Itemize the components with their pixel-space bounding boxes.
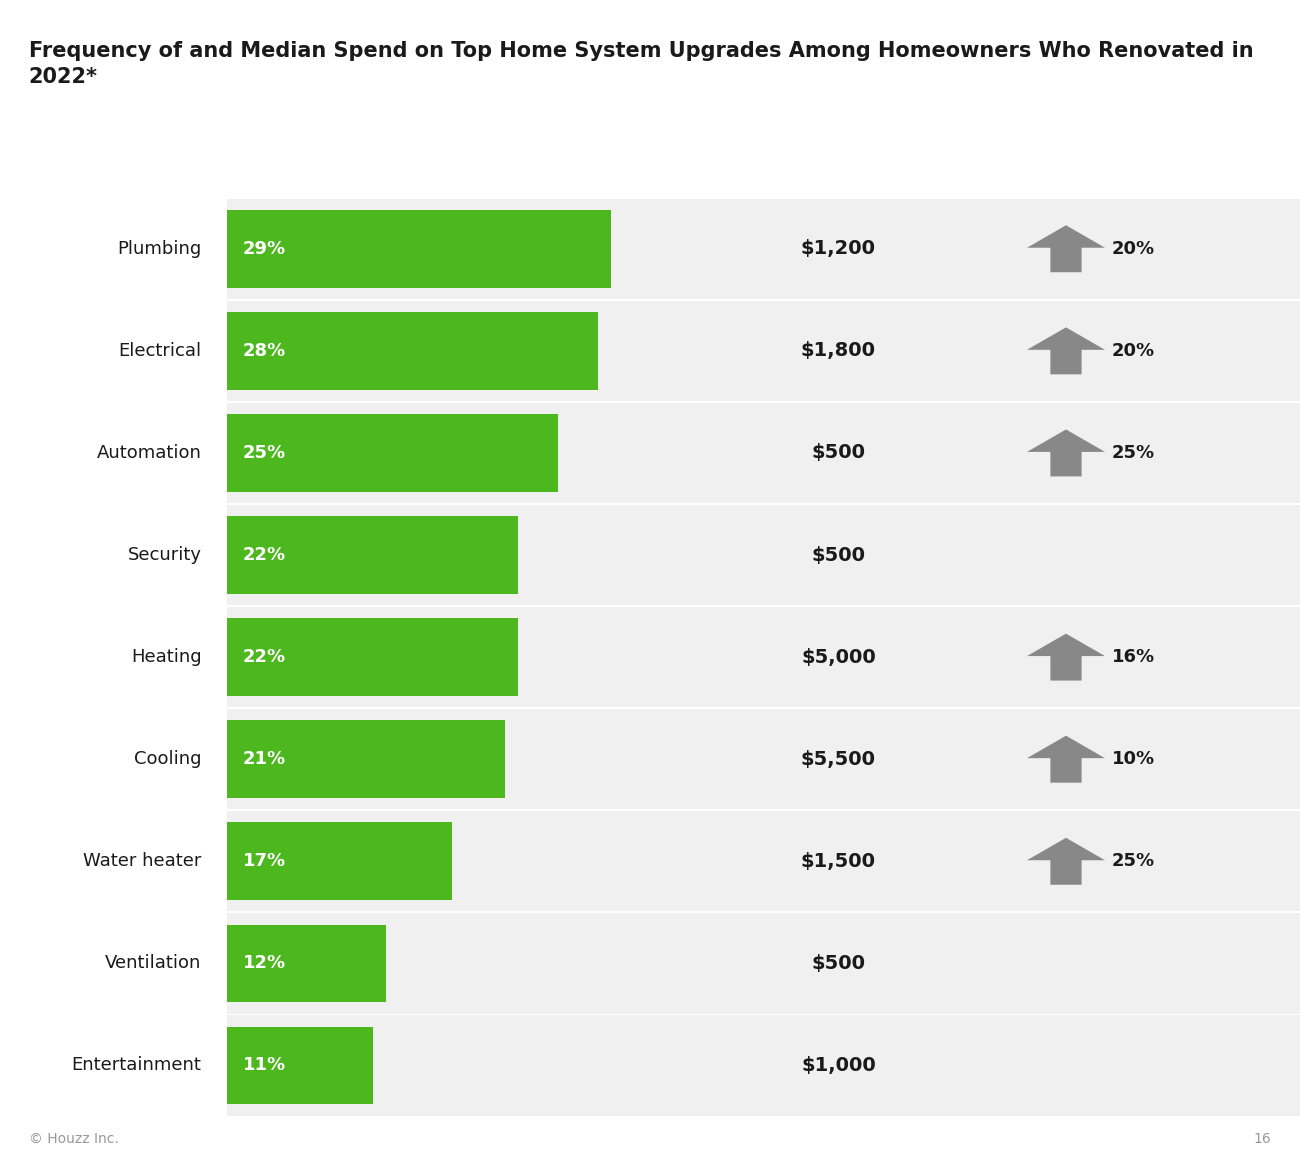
Text: Entertainment: Entertainment (72, 1056, 202, 1075)
Text: Automation: Automation (96, 444, 202, 462)
Polygon shape (1027, 634, 1105, 680)
Text: 25%: 25% (243, 444, 286, 462)
Bar (227, 811, 1300, 912)
Bar (227, 619, 519, 695)
Text: 28%: 28% (243, 342, 286, 359)
Text: 16%: 16% (1112, 648, 1154, 666)
Bar (227, 607, 1300, 707)
Text: $1,200: $1,200 (801, 240, 876, 258)
Text: 17%: 17% (243, 852, 286, 870)
Bar (227, 913, 1300, 1014)
Bar (227, 199, 1300, 299)
Text: Frequency of and Median Spend on Top Home System Upgrades Among Homeowners Who R: Frequency of and Median Spend on Top Hom… (29, 41, 1253, 60)
Text: Security: Security (127, 545, 202, 564)
Text: 21%: 21% (243, 750, 286, 769)
Bar (227, 300, 1300, 401)
Text: 16: 16 (1253, 1132, 1271, 1146)
Text: 22%: 22% (243, 545, 286, 564)
Text: © Houzz Inc.: © Houzz Inc. (29, 1132, 118, 1146)
Text: Cooling: Cooling (134, 750, 202, 769)
Polygon shape (1027, 327, 1105, 374)
Bar (227, 312, 598, 390)
Text: 12%: 12% (243, 955, 286, 972)
Bar (227, 516, 519, 594)
Text: $500: $500 (811, 443, 866, 463)
Text: $500: $500 (811, 545, 866, 564)
Text: $1,500: $1,500 (801, 851, 876, 871)
Text: 25%: 25% (1112, 852, 1154, 870)
Text: Water heater: Water heater (83, 852, 202, 870)
Text: Electrical: Electrical (118, 342, 202, 359)
Text: Heating: Heating (131, 648, 202, 666)
Text: $1,000: $1,000 (801, 1056, 876, 1075)
Bar (227, 505, 1300, 605)
Text: 11%: 11% (243, 1056, 286, 1075)
Bar (227, 709, 1300, 809)
Text: 2022*: 2022* (29, 67, 97, 87)
Polygon shape (1027, 226, 1105, 272)
Bar (227, 1027, 373, 1104)
Text: 25%: 25% (1112, 444, 1154, 462)
Text: 20%: 20% (1112, 240, 1154, 258)
Bar (227, 402, 1300, 504)
Polygon shape (1027, 429, 1105, 477)
Text: Plumbing: Plumbing (117, 240, 202, 258)
Bar (227, 720, 506, 798)
Text: 20%: 20% (1112, 342, 1154, 359)
Bar (227, 414, 558, 492)
Polygon shape (1027, 837, 1105, 885)
Polygon shape (1027, 736, 1105, 783)
Text: $5,500: $5,500 (801, 750, 876, 769)
Text: 10%: 10% (1112, 750, 1154, 769)
Text: $5,000: $5,000 (801, 648, 876, 666)
Bar (227, 925, 386, 1003)
Bar (227, 1015, 1300, 1115)
Text: 29%: 29% (243, 240, 286, 258)
Text: $1,800: $1,800 (801, 341, 876, 361)
Bar (227, 822, 452, 900)
Text: Ventilation: Ventilation (105, 955, 202, 972)
Text: $500: $500 (811, 954, 866, 973)
Bar (227, 211, 611, 287)
Text: 22%: 22% (243, 648, 286, 666)
